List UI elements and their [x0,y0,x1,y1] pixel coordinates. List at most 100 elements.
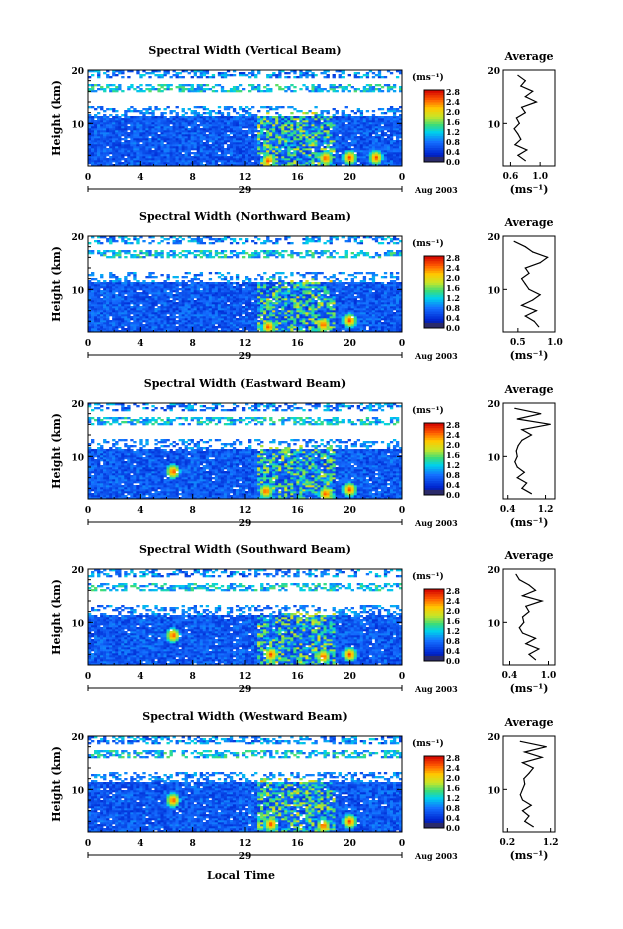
heatmap-cell [362,330,367,333]
heatmap-cell [112,300,116,303]
heatmap-cell [208,160,213,163]
heatmap-cell [196,318,201,321]
heatmap-cell [124,114,128,117]
heatmap-cell [386,84,391,87]
heatmap-cell [127,330,131,333]
heatmap-cell [148,124,152,127]
heatmap-cell [278,160,282,163]
heatmap-cell [332,330,336,333]
heatmap-cell [184,88,188,91]
heatmap-cell [232,316,237,319]
heatmap-cell [389,148,394,151]
heatmap-cell [338,84,342,87]
heatmap-cell [332,90,336,93]
heatmap-cell [362,124,367,127]
heatmap-cell [205,142,210,145]
heatmap-cell [341,324,345,327]
heatmap-cell [211,164,216,167]
heatmap-cell [154,116,158,119]
heatmap-cell [344,144,348,147]
heatmap-cell [109,158,113,161]
heatmap-cell [220,154,225,157]
heatmap-cell [296,330,300,333]
heatmap-cell [338,298,342,301]
heatmap-cell [199,330,204,333]
heatmap-cell [229,302,234,305]
heatmap-cell [160,312,164,315]
heatmap-cell [263,142,267,145]
heatmap-cell [175,116,179,119]
heatmap-cell [359,308,364,311]
heatmap-cell [257,152,261,155]
heatmap-cell [208,154,213,157]
heatmap-cell [127,302,131,305]
heatmap-cell [257,326,261,329]
heatmap-cell [368,316,373,319]
heatmap-cell [214,126,219,129]
heatmap-cell [205,164,210,167]
heatmap-cell [254,314,258,317]
heatmap-cell [88,146,92,149]
heatmap-cell [112,302,116,305]
heatmap-cell [199,326,204,329]
heatmap-cell [263,308,267,311]
heatmap-cell [275,324,279,327]
heatmap-cell [272,72,276,75]
heatmap-cell [326,120,330,123]
heatmap-cell [136,304,140,307]
heatmap-cell [178,84,182,87]
heatmap-cell [106,296,110,299]
heatmap-cell [311,142,315,145]
heatmap-cell [139,130,143,133]
heatmap-cell [359,312,364,315]
heatmap-cell [281,318,285,321]
heatmap-cell [115,70,119,73]
heatmap-cell [338,310,342,313]
heatmap-cell [371,76,376,79]
heatmap-cell [356,136,361,139]
heatmap-cell [205,140,210,143]
heatmap-cell [160,144,164,147]
heatmap-cell [284,146,288,149]
heatmap-cell [160,164,164,167]
heatmap-cell [157,302,161,305]
heatmap-cell [97,126,101,129]
heatmap-cell [196,140,201,143]
heatmap-cell [269,310,273,313]
heatmap-cell [284,324,288,327]
heatmap-cell [275,298,279,301]
heatmap-cell [118,306,122,309]
heatmap-cell [112,320,116,323]
heatmap-cell [320,306,324,309]
heatmap-cell [184,144,188,147]
heatmap-cell [287,152,291,155]
heatmap-cell [362,164,367,167]
heatmap-cell [127,318,131,321]
heatmap-cell [136,164,140,167]
heatmap-cell [160,310,164,313]
heatmap-cell [94,322,98,325]
heatmap-cell [323,160,327,163]
heatmap-cell [199,128,204,131]
heatmap-cell [344,106,348,109]
heatmap-cell [208,310,213,313]
heatmap-cell [97,312,101,315]
heatmap-cell [260,160,264,163]
heatmap-cell [278,322,282,325]
heatmap-cell [103,88,107,91]
heatmap-cell [275,112,279,115]
heatmap-cell [305,130,309,133]
heatmap-cell [187,136,191,139]
heatmap-cell [299,310,303,313]
heatmap-cell [269,148,273,151]
heatmap-cell [290,118,294,121]
heatmap-cell [335,164,339,167]
heatmap-cell [314,112,318,115]
heatmap-cell [220,74,225,77]
heatmap-cell [106,164,110,167]
heatmap-cell [263,156,267,159]
average-point [535,101,538,103]
heatmap-cell [302,326,306,329]
heatmap-cell [323,116,327,119]
heatmap-cell [395,138,400,141]
